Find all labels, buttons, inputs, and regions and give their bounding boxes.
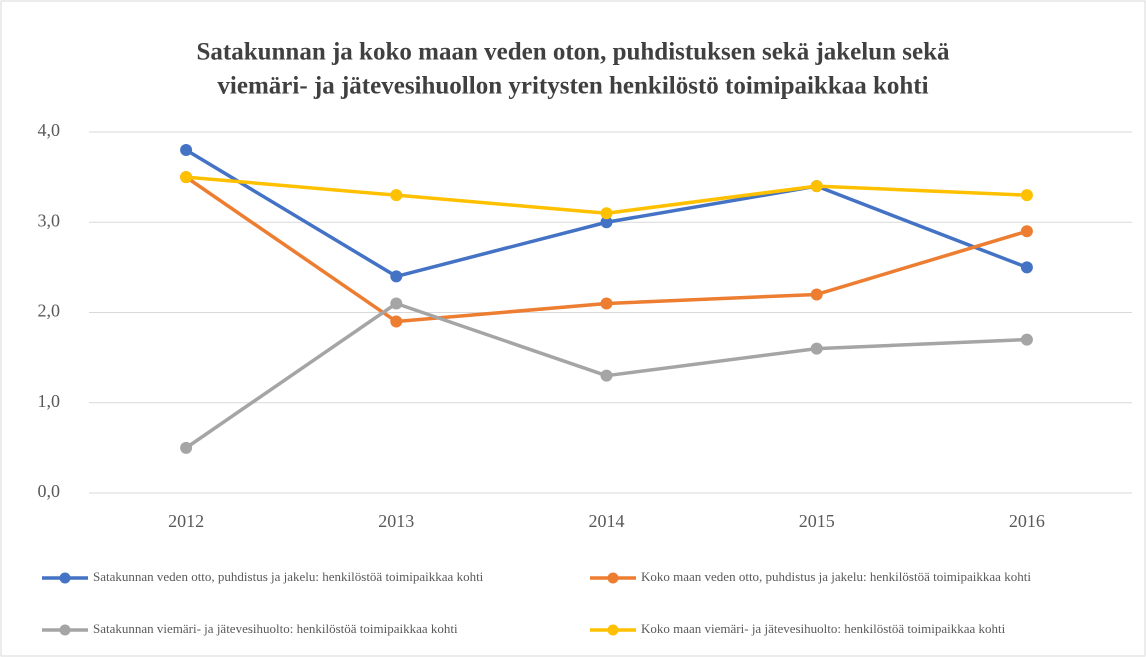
data-point: [390, 315, 403, 328]
data-point: [810, 288, 823, 301]
data-point: [600, 369, 613, 382]
legend-label: Koko maan veden otto, puhdistus ja jakel…: [641, 569, 1031, 584]
x-tick-label: 2014: [589, 511, 625, 531]
x-tick-label: 2016: [1009, 511, 1045, 531]
x-tick-label: 2015: [799, 511, 835, 531]
legend-swatch: [59, 572, 71, 584]
legend-swatch: [59, 624, 71, 636]
legend-swatch: [607, 624, 619, 636]
data-point: [810, 180, 823, 193]
legend-label: Koko maan viemäri- ja jätevesihuolto: he…: [641, 621, 1006, 636]
data-point: [1020, 333, 1033, 346]
y-tick-label: 0,0: [38, 481, 61, 501]
data-point: [1020, 189, 1033, 202]
legend-swatch: [607, 572, 619, 584]
legend-label: Satakunnan viemäri- ja jätevesihuolto: h…: [93, 621, 458, 636]
data-point: [1020, 225, 1033, 238]
x-tick-label: 2012: [168, 511, 204, 531]
data-point: [600, 297, 613, 310]
data-point: [810, 342, 823, 355]
y-tick-label: 4,0: [38, 120, 61, 140]
chart-title: Satakunnan ja koko maan veden oton, puhd…: [196, 39, 950, 66]
data-point: [180, 144, 193, 157]
y-tick-label: 1,0: [38, 391, 61, 411]
y-tick-label: 3,0: [38, 210, 61, 230]
data-point: [600, 216, 613, 229]
data-point: [390, 270, 403, 283]
data-point: [390, 297, 403, 310]
data-point: [180, 441, 193, 454]
data-point: [390, 189, 403, 202]
data-point: [180, 171, 193, 184]
data-point: [600, 207, 613, 220]
legend-label: Satakunnan veden otto, puhdistus ja jake…: [93, 569, 484, 584]
x-tick-label: 2013: [378, 511, 414, 531]
chart-title: viemäri- ja jätevesihuollon yritysten he…: [217, 73, 928, 100]
y-tick-label: 2,0: [38, 301, 61, 321]
data-point: [1020, 261, 1033, 274]
